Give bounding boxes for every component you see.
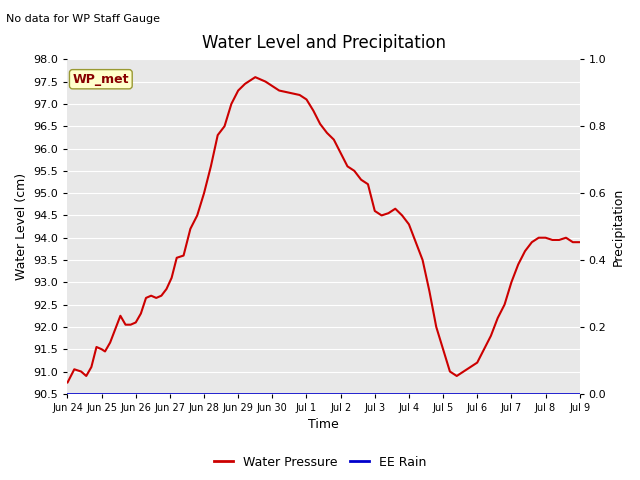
- Legend: Water Pressure, EE Rain: Water Pressure, EE Rain: [209, 451, 431, 474]
- Y-axis label: Water Level (cm): Water Level (cm): [15, 173, 28, 280]
- Title: Water Level and Precipitation: Water Level and Precipitation: [202, 34, 445, 52]
- Y-axis label: Precipitation: Precipitation: [612, 187, 625, 266]
- Text: No data for WP Staff Gauge: No data for WP Staff Gauge: [6, 14, 161, 24]
- X-axis label: Time: Time: [308, 419, 339, 432]
- Text: WP_met: WP_met: [72, 73, 129, 86]
